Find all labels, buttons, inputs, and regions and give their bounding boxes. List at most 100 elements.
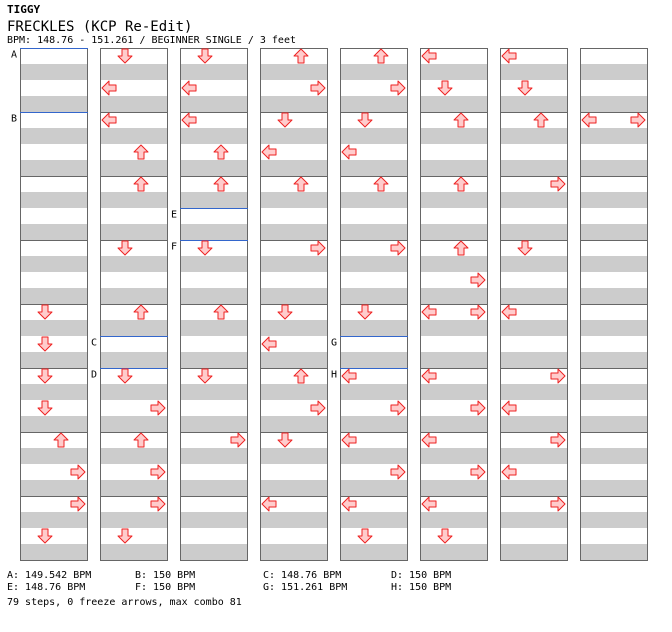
chart-column-7 bbox=[500, 48, 568, 561]
beat-stripe bbox=[420, 256, 488, 272]
arrow-right-icon bbox=[550, 368, 566, 384]
arrow-down-icon bbox=[277, 304, 293, 320]
arrow-up-icon bbox=[453, 240, 469, 256]
beat-stripe bbox=[340, 256, 408, 272]
bpm-change-label: D bbox=[91, 370, 97, 381]
arrow-up-icon bbox=[53, 432, 69, 448]
arrow-down-icon bbox=[357, 112, 373, 128]
beat-stripe bbox=[180, 416, 248, 432]
beat-stripe bbox=[260, 384, 328, 400]
beat-stripe bbox=[100, 544, 168, 560]
column-border bbox=[420, 48, 488, 561]
arrow-right-icon bbox=[630, 112, 646, 128]
arrow-up-icon bbox=[373, 48, 389, 64]
arrow-up-icon bbox=[453, 176, 469, 192]
beat-stripe bbox=[580, 416, 648, 432]
beat-stripe bbox=[180, 96, 248, 112]
beat-stripe bbox=[180, 192, 248, 208]
chart-column-2: CD bbox=[91, 48, 168, 561]
beat-stripe bbox=[260, 192, 328, 208]
arrow-up-icon bbox=[213, 176, 229, 192]
beat-stripe bbox=[500, 416, 568, 432]
beat-stripe bbox=[20, 352, 88, 368]
arrow-left-icon bbox=[341, 144, 357, 160]
beat-stripe bbox=[340, 224, 408, 240]
beat-stripe bbox=[580, 256, 648, 272]
column-border bbox=[180, 48, 248, 561]
arrow-down-icon bbox=[197, 240, 213, 256]
arrow-up-icon bbox=[213, 304, 229, 320]
beat-stripe bbox=[340, 544, 408, 560]
beat-stripe bbox=[340, 416, 408, 432]
beat-stripe bbox=[420, 64, 488, 80]
beat-stripe bbox=[180, 352, 248, 368]
arrow-left-icon bbox=[341, 432, 357, 448]
bpm-legend-a: A: 149.542 BPM bbox=[7, 570, 92, 581]
arrow-left-icon bbox=[421, 304, 437, 320]
beat-stripe bbox=[260, 544, 328, 560]
bpm-change-label: C bbox=[91, 338, 97, 349]
beat-stripe bbox=[500, 512, 568, 528]
bpm-change-label: E bbox=[171, 210, 177, 221]
beat-stripe bbox=[500, 192, 568, 208]
arrow-left-icon bbox=[421, 432, 437, 448]
beat-stripe bbox=[580, 64, 648, 80]
beat-stripe bbox=[180, 160, 248, 176]
arrow-down-icon bbox=[437, 528, 453, 544]
beat-stripe bbox=[580, 320, 648, 336]
arrow-up-icon bbox=[533, 112, 549, 128]
beat-stripe bbox=[500, 352, 568, 368]
arrow-right-icon bbox=[150, 400, 166, 416]
arrow-down-icon bbox=[357, 304, 373, 320]
beat-stripe bbox=[20, 480, 88, 496]
beat-stripe bbox=[340, 448, 408, 464]
arrow-left-icon bbox=[261, 144, 277, 160]
beat-stripe bbox=[580, 544, 648, 560]
beat-stripe bbox=[180, 288, 248, 304]
beat-stripe bbox=[340, 352, 408, 368]
arrow-up-icon bbox=[453, 112, 469, 128]
beat-stripe bbox=[420, 512, 488, 528]
arrow-right-icon bbox=[390, 400, 406, 416]
arrow-left-icon bbox=[181, 80, 197, 96]
column-border bbox=[100, 48, 168, 561]
beat-stripe bbox=[340, 320, 408, 336]
beat-stripe bbox=[20, 64, 88, 80]
beat-stripe bbox=[580, 480, 648, 496]
beat-stripe bbox=[420, 160, 488, 176]
beat-stripe bbox=[580, 160, 648, 176]
chart-column-4 bbox=[260, 48, 328, 561]
beat-stripe bbox=[340, 160, 408, 176]
arrow-down-icon bbox=[437, 80, 453, 96]
beat-stripe bbox=[500, 448, 568, 464]
arrow-down-icon bbox=[517, 240, 533, 256]
arrow-down-icon bbox=[37, 336, 53, 352]
arrow-up-icon bbox=[133, 176, 149, 192]
beat-stripe bbox=[260, 96, 328, 112]
bpm-legend-c: C: 148.76 BPM bbox=[263, 570, 342, 581]
arrow-right-icon bbox=[390, 240, 406, 256]
beat-stripe bbox=[580, 352, 648, 368]
chart-column-1: AB bbox=[11, 48, 88, 561]
beat-stripe bbox=[260, 288, 328, 304]
beat-stripe bbox=[100, 480, 168, 496]
arrow-down-icon bbox=[37, 400, 53, 416]
chart-column-8 bbox=[580, 48, 648, 561]
beat-stripe bbox=[20, 384, 88, 400]
arrow-left-icon bbox=[581, 112, 597, 128]
beat-stripe bbox=[100, 416, 168, 432]
beat-stripe bbox=[180, 320, 248, 336]
beat-stripe bbox=[100, 352, 168, 368]
artist-name: TIGGY bbox=[7, 3, 41, 16]
arrow-right-icon bbox=[150, 496, 166, 512]
arrow-left-icon bbox=[501, 48, 517, 64]
beat-stripe bbox=[500, 256, 568, 272]
arrow-right-icon bbox=[150, 464, 166, 480]
beat-stripe bbox=[180, 544, 248, 560]
beat-stripe bbox=[500, 288, 568, 304]
beat-stripe bbox=[500, 160, 568, 176]
arrow-down-icon bbox=[117, 240, 133, 256]
song-title: FRECKLES (KCP Re-Edit) bbox=[7, 19, 193, 35]
arrow-right-icon bbox=[70, 496, 86, 512]
arrow-down-icon bbox=[197, 48, 213, 64]
